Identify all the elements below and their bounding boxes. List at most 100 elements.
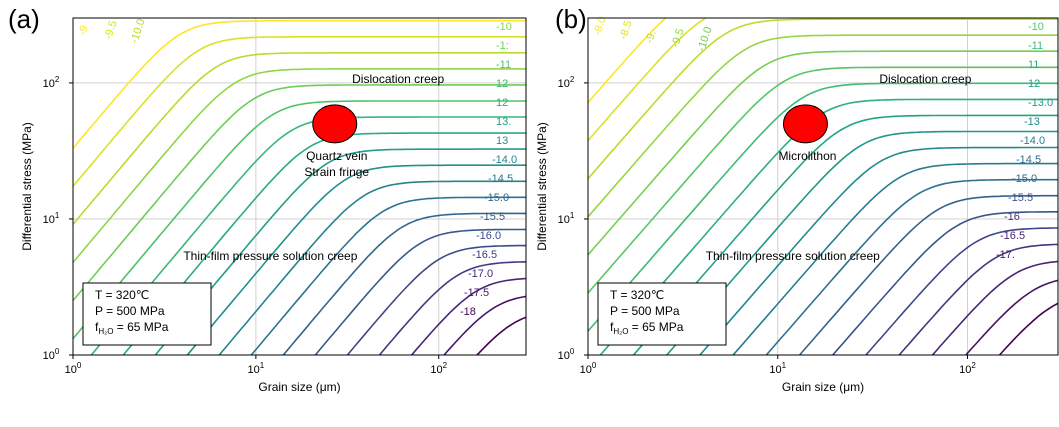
panel-label: (a) [8, 4, 40, 34]
contour-line [588, 18, 708, 142]
contour-line [73, 52, 526, 225]
x-tick-label: 100 [65, 361, 82, 376]
contour-label: -15.0 [484, 192, 509, 204]
contour-label: -8.0 [591, 15, 608, 37]
contour-line [250, 196, 526, 355]
contour-label: -8.5 [617, 19, 634, 41]
contour-line [73, 36, 526, 187]
plot-frame [587, 17, 1059, 356]
point-label: Quartz vein [306, 149, 367, 163]
ticks: 100 101 102 100 101 102 [43, 75, 448, 376]
chart-b: (b) -8.0 -8.5 -9. -9.5 -10.0 -10 -11 11 12 -13.0 -1… [535, 4, 1059, 394]
contour-line [378, 261, 526, 355]
contour-line [798, 194, 1058, 355]
condition-pressure: P = 500 MPa [610, 304, 680, 318]
grid [73, 18, 526, 355]
contour-label: -16.0 [476, 230, 501, 242]
contour-label: -10.0 [695, 25, 714, 53]
contour-label: -14.5 [488, 173, 513, 185]
y-tick-label: 102 [43, 75, 60, 90]
plot-frame [72, 17, 527, 356]
contour-line [122, 132, 526, 355]
contour-label: -16 [1004, 211, 1020, 223]
contour-label: -9. [643, 29, 658, 45]
contour-label: -14.0 [492, 154, 517, 166]
contour-line [964, 279, 1058, 355]
contour-line [898, 243, 1058, 355]
contour-label: 12 [496, 97, 508, 109]
x-axis-label: Grain size (μm) [258, 380, 340, 394]
contour-line [346, 244, 526, 355]
contour-line [314, 228, 526, 355]
y-tick-label: 100 [43, 347, 60, 362]
contour-line [698, 146, 1058, 355]
y-tick-label: 101 [558, 211, 575, 226]
y-axis-label: Differential stress (MPa) [20, 122, 34, 250]
contour-label: -11 [496, 59, 511, 71]
contour-label: 13 [496, 135, 508, 147]
contour-label: 13. [496, 116, 511, 128]
contour-line [410, 277, 526, 355]
y-tick-label: 101 [43, 211, 60, 226]
x-tick-label: 101 [769, 361, 786, 376]
condition-fugacity: fH₂O = 65 MPa [95, 320, 169, 336]
contour-line [73, 100, 526, 340]
contour-labels: -8.0 -8.5 -9. -9.5 -10.0 -10 -11 11 12 -13.0 -13 -1… [591, 15, 1053, 261]
contour-line [732, 162, 1058, 355]
contour-label: -13.0 [1028, 97, 1053, 109]
contour-label: -14.5 [1016, 154, 1041, 166]
contour-line [73, 19, 526, 149]
condition-temperature: T = 320℃ [610, 288, 664, 302]
contour-line [282, 212, 526, 355]
contour-label: -16.5 [472, 249, 497, 261]
contour-label: -17.0 [468, 268, 493, 280]
panel-label: (b) [555, 4, 587, 34]
contour-label: -9.5 [669, 27, 686, 49]
contour-label: -17. [996, 249, 1015, 261]
contour-line [588, 34, 1058, 218]
contour-label: -9.5 [102, 19, 119, 41]
contour-label: -17.5 [464, 287, 489, 299]
y-tick-label: 102 [558, 75, 575, 90]
x-tick-label: 100 [580, 361, 597, 376]
region-label: Dislocation creep [352, 72, 444, 86]
contour-label: -10 [496, 21, 512, 33]
contour-label: -14.0 [1020, 135, 1045, 147]
contour-label: 11 [1028, 59, 1039, 71]
conditions-box [82, 282, 212, 346]
x-tick-label: 101 [248, 361, 265, 376]
contour-line [931, 260, 1058, 355]
y-axis-label: Differential stress (MPa) [535, 122, 549, 250]
contour-label: -15.0 [1012, 173, 1037, 185]
condition-temperature: T = 320℃ [95, 288, 149, 302]
point-label: Microlithon [778, 149, 836, 163]
contour-line [443, 295, 526, 355]
contour-label: 12 [1028, 78, 1040, 90]
point-label: Strain fringe [304, 165, 369, 179]
contour-label: -11 [1028, 40, 1043, 52]
data-point [312, 104, 358, 144]
ticks: 100 101 102 100 101 102 [558, 75, 977, 376]
contour-line [588, 50, 1058, 256]
contour-line [588, 82, 1058, 332]
x-tick-label: 102 [959, 361, 976, 376]
contour-line [588, 18, 1058, 180]
contour-label: -10.0 [128, 17, 147, 45]
contour-line [186, 164, 526, 355]
contour-labels: -9 -9.5 -10.0 -10 -1: -11 12 12 13. 13 -14.0 -14.5 -… [76, 17, 517, 318]
condition-pressure: P = 500 MPa [95, 304, 165, 318]
x-axis-label: Grain size (μm) [782, 380, 864, 394]
contour-label: -13 [1024, 116, 1040, 128]
y-tick-label: 100 [558, 347, 575, 362]
region-label: Thin-film pressure solution creep [706, 249, 880, 263]
contour-line [218, 180, 526, 355]
contour-label: -1: [496, 40, 509, 52]
panel-b: (b) -8.0 -8.5 -9. -9.5 -10.0 -10 -11 11 12 -13.0 -1… [529, 0, 1059, 427]
chart-a: (a) -9 -9.5 -10.0 -10 -1: -11 12 12 13. 13 -14.0 -14… [8, 4, 527, 394]
contour-line [588, 66, 1058, 294]
contour-line [73, 68, 526, 264]
contour-label: -18 [460, 306, 476, 318]
contour-label: 12 [496, 78, 508, 90]
x-tick-label: 102 [430, 361, 447, 376]
panel-a: (a) -9 -9.5 -10.0 -10 -1: -11 12 12 13. 13 -14.0 -14… [0, 0, 529, 427]
